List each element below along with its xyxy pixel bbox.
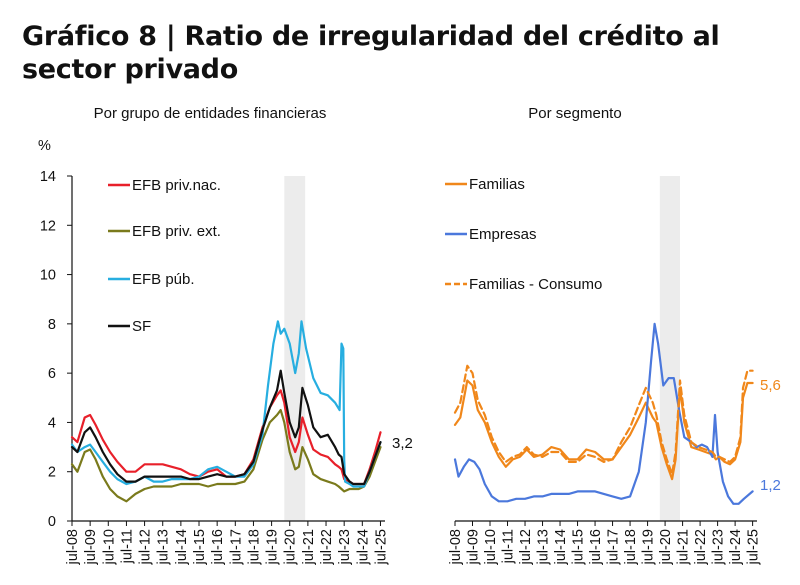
y-tick-label: 8 <box>48 317 56 333</box>
right-x-tick-label: jul-09 <box>466 529 482 565</box>
right-x-tick-label: jul-16 <box>588 529 604 565</box>
right-x-tick-label: jul-25 <box>746 529 762 565</box>
left-legend-label: EFB priv. ext. <box>132 223 221 240</box>
right-x-tick-label: jul-10 <box>483 529 499 565</box>
right-subtitle: Por segmento <box>528 105 621 122</box>
left-x-tick-label: jul-15 <box>192 529 208 565</box>
right-x-tick-label: jul-13 <box>536 529 552 565</box>
left-legend-label: EFB púb. <box>132 271 195 288</box>
left-x-tick-label: jul-12 <box>138 529 154 565</box>
right-x-tick-label: jul-23 <box>711 529 727 565</box>
left-subtitle: Por grupo de entidades financieras <box>94 105 327 122</box>
left-x-tick-label: jul-18 <box>246 529 262 565</box>
right-series-line-2 <box>453 322 754 505</box>
right-x-tick-label: jul-17 <box>606 529 622 565</box>
right-x-tick-label: jul-14 <box>553 529 569 565</box>
left-x-tick-label: jul-14 <box>174 529 190 565</box>
left-x-tick-label: jul-22 <box>319 529 335 565</box>
right-x-tick-label: jul-20 <box>658 529 674 565</box>
right-series-line-3 <box>453 364 754 476</box>
left-end-label: 3,2 <box>392 435 413 452</box>
right-x-tick-label: jul-12 <box>518 529 534 565</box>
right-x-tick-label: jul-21 <box>676 529 692 565</box>
y-tick-label: 6 <box>48 366 56 382</box>
y-tick-label: 0 <box>48 514 56 530</box>
left-x-tick-label: jul-21 <box>301 529 317 565</box>
right-x-tick-label: jul-11 <box>501 529 517 564</box>
left-x-tick-label: jul-13 <box>156 529 172 565</box>
left-legend-label: SF <box>132 318 151 335</box>
left-x-tick-label: jul-17 <box>228 529 244 565</box>
chart-title: Gráfico 8 | Ratio de irregularidad del c… <box>22 21 720 85</box>
left-series-line-2 <box>70 409 382 503</box>
right-x-tick-label: jul-15 <box>571 529 587 565</box>
right-end-label-empresas: 1,2 <box>760 477 781 494</box>
right-series-line-1 <box>453 379 754 481</box>
left-x-tick-label: jul-19 <box>265 529 281 565</box>
right-legend-label: Familias <box>469 176 525 193</box>
left-x-tick-label: jul-20 <box>283 529 299 565</box>
y-unit-label: % <box>38 138 51 154</box>
left-x-tick-label: jul-25 <box>373 529 389 565</box>
left-x-tick-label: jul-08 <box>65 529 81 565</box>
right-x-tick-label: jul-19 <box>641 529 657 565</box>
right-x-tick-label: jul-18 <box>623 529 639 565</box>
right-legend-label: Familias - Consumo <box>469 276 602 293</box>
right-x-tick-label: jul-08 <box>448 529 464 565</box>
y-tick-label: 2 <box>48 465 56 481</box>
left-series-line-3 <box>70 320 382 488</box>
right-shaded-period <box>659 176 680 521</box>
left-x-tick-label: jul-11 <box>119 529 135 564</box>
y-tick-label: 14 <box>40 169 56 185</box>
right-end-label-familias: 5,6 <box>760 377 781 394</box>
left-series-line-4 <box>70 369 382 486</box>
right-x-tick-label: jul-24 <box>728 529 744 565</box>
y-tick-label: 4 <box>48 415 56 431</box>
left-legend-label: EFB priv.nac. <box>132 177 221 194</box>
right-x-tick-label: jul-22 <box>693 529 709 565</box>
left-x-tick-label: jul-10 <box>101 529 117 565</box>
y-tick-label: 10 <box>40 268 56 284</box>
y-tick-label: 12 <box>40 218 56 234</box>
left-x-tick-label: jul-24 <box>355 529 371 565</box>
left-x-tick-label: jul-09 <box>83 529 99 565</box>
left-x-tick-label: jul-23 <box>337 529 353 565</box>
left-series-line-1 <box>70 389 382 486</box>
right-legend-label: Empresas <box>469 226 537 243</box>
left-x-tick-label: jul-16 <box>210 529 226 565</box>
